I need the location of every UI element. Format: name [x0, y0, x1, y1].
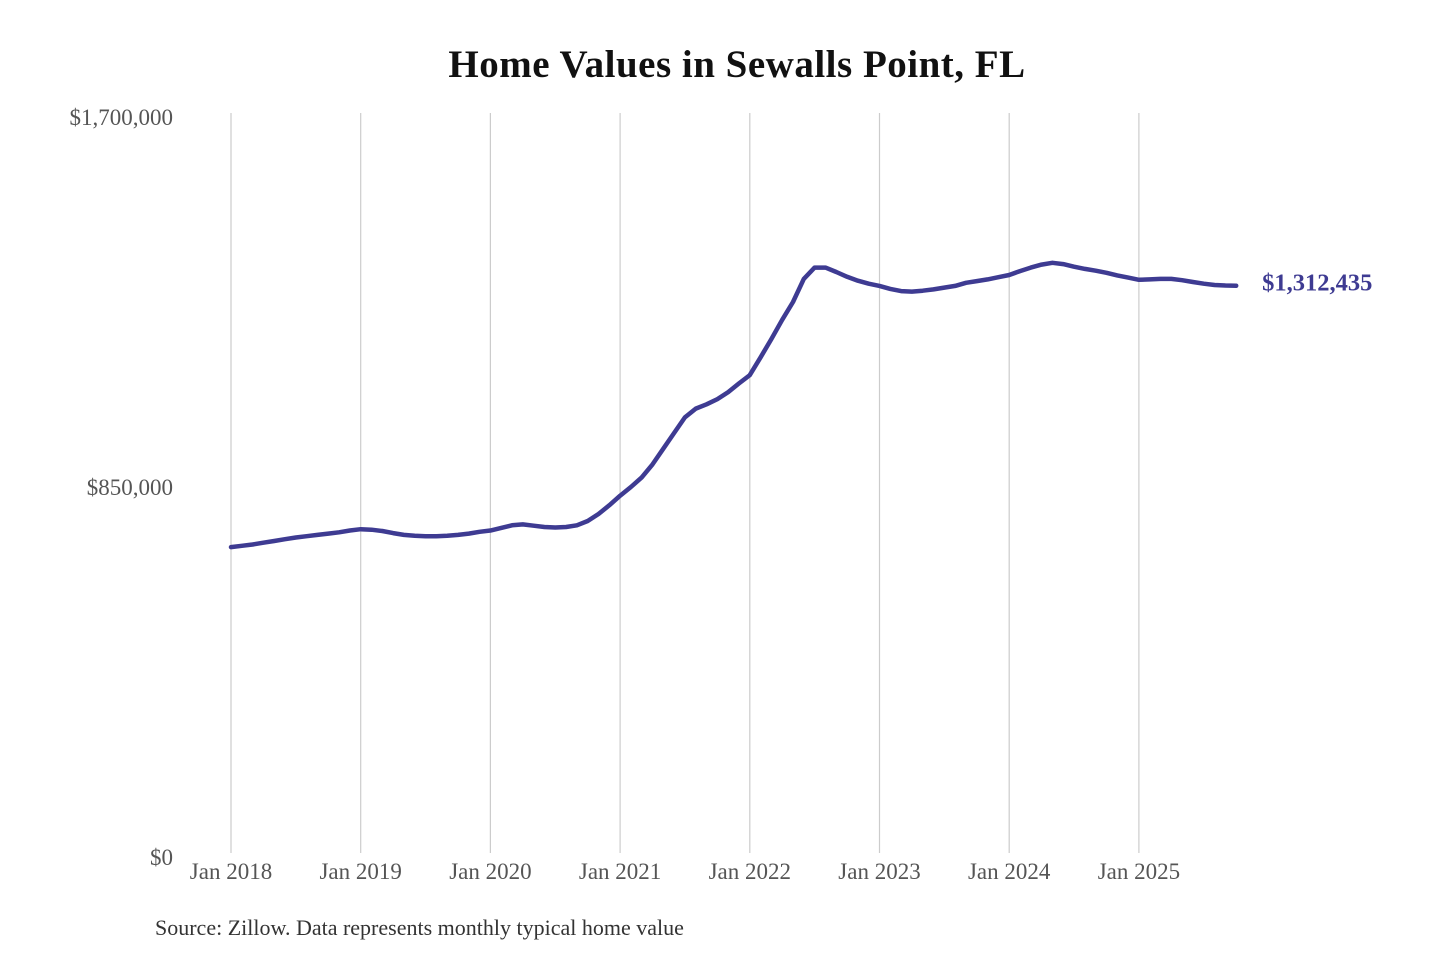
x-tick-label-jan-2023: Jan 2023: [838, 859, 920, 884]
y-tick-label-1700000: $1,700,000: [70, 105, 174, 130]
x-tick-label-jan-2020: Jan 2020: [449, 859, 531, 884]
value-line: [228, 260, 1239, 550]
x-tick-label-jan-2019: Jan 2019: [319, 859, 401, 884]
chart-title: Home Values in Sewalls Point, FL: [448, 43, 1026, 86]
y-tick-label-0: $0: [150, 845, 173, 870]
x-tick-label-jan-2024: Jan 2024: [968, 859, 1051, 884]
end-value-label: $1,312,435: [1262, 270, 1372, 297]
x-tick-label-jan-2022: Jan 2022: [709, 859, 791, 884]
y-tick-label-850000: $850,000: [87, 475, 173, 500]
x-tick-label-jan-2021: Jan 2021: [579, 859, 661, 884]
x-tick-label-jan-2018: Jan 2018: [190, 859, 272, 884]
source-note: Source: Zillow. Data represents monthly …: [155, 915, 684, 940]
x-tick-label-jan-2025: Jan 2025: [1098, 859, 1180, 884]
